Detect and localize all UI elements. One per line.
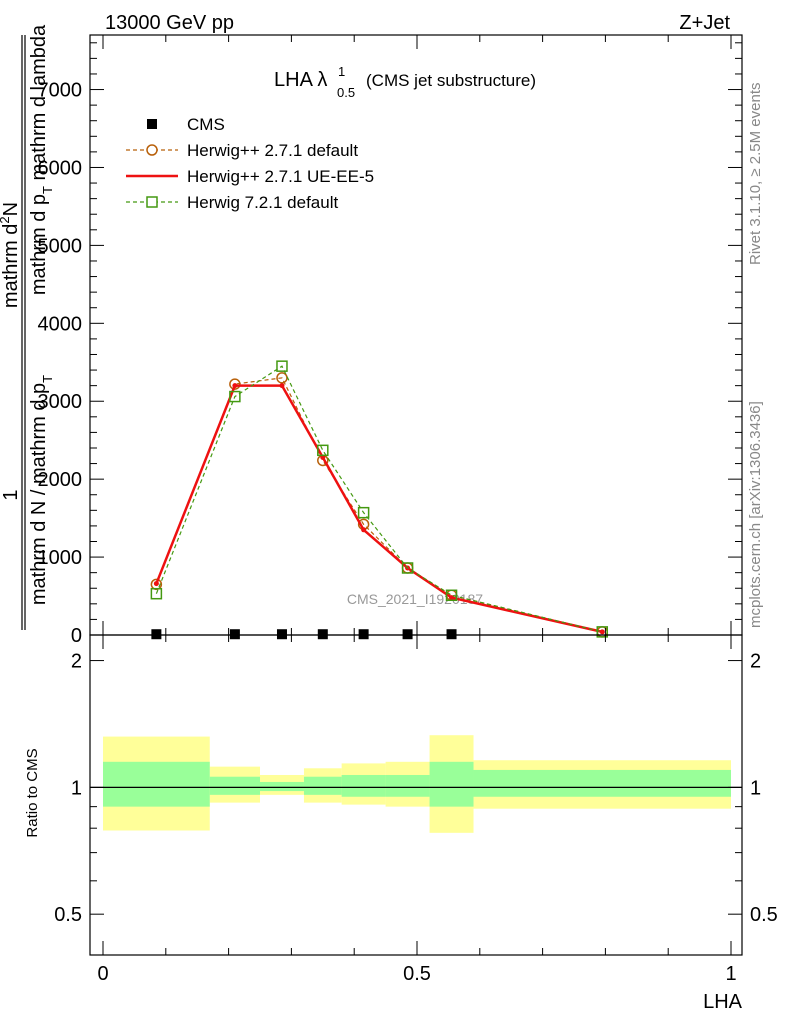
x-axis-label: LHA — [703, 991, 743, 1013]
x-tick-label: 0 — [97, 963, 108, 985]
ratio-y-axis-label: Ratio to CMS — [24, 748, 41, 837]
ylabel-numerator-one: 1 — [0, 489, 22, 500]
data-point — [229, 390, 241, 403]
data-point — [276, 629, 287, 640]
data-point — [232, 383, 238, 389]
ratio-inner-band — [341, 774, 386, 797]
data-point — [229, 629, 240, 640]
series-line — [155, 384, 603, 634]
data-point — [320, 454, 326, 460]
legend-label: Herwig 7.2.1 default — [187, 193, 338, 212]
data-point — [401, 562, 414, 574]
ratio-y-tick-label-right: 0.5 — [750, 904, 778, 926]
legend-label: Herwig++ 2.7.1 UE-EE-5 — [187, 167, 374, 186]
data-point — [357, 506, 370, 519]
x-tick-label: 0.5 — [403, 963, 431, 985]
y-tick-label: 5000 — [38, 235, 83, 257]
mcplots-side-label: mcplots.cern.ch [arXiv:1306.3436] — [747, 401, 764, 628]
title-main: LHA λ — [274, 69, 327, 91]
data-point — [402, 629, 413, 640]
ratio-frame — [89, 634, 743, 956]
data-point — [317, 444, 329, 457]
y-tick-label: 0 — [71, 625, 82, 647]
y-tick-label: 6000 — [38, 157, 83, 179]
y-tick-label: 4000 — [38, 313, 83, 335]
ratio-inner-band — [473, 769, 731, 797]
series-cms — [151, 629, 457, 640]
legend-marker — [147, 119, 157, 129]
ratio-y-tick-label-right: 1 — [750, 777, 761, 799]
ratio-inner-band — [103, 761, 210, 807]
title-suffix: (CMS jet substructure) — [366, 71, 536, 90]
data-point — [276, 372, 288, 384]
data-point — [445, 589, 458, 602]
data-point — [317, 629, 328, 640]
ylabel-d2n: mathrm d2N — [0, 202, 22, 308]
legend-entry: Herwig++ 2.7.1 UE-EE-5 — [126, 167, 374, 186]
legend-marker — [146, 196, 158, 208]
legend-label: CMS — [187, 115, 225, 134]
x-tick-label: 1 — [725, 963, 736, 985]
legend-label: Herwig++ 2.7.1 default — [187, 141, 358, 160]
header-right-label: Z+Jet — [679, 12, 730, 34]
data-point — [276, 360, 288, 372]
data-point — [449, 595, 455, 601]
ylabel-dn-dpt: mathrm d N / mathrm d pT — [28, 375, 55, 605]
ratio-y-tick-label: 1 — [71, 777, 82, 799]
title-superscript: 1 — [338, 64, 345, 79]
data-point — [596, 626, 609, 638]
ratio-y-tick-label: 2 — [71, 651, 82, 673]
ratio-inner-band — [209, 776, 260, 795]
data-point — [446, 629, 457, 640]
header-left-label: 13000 GeV pp — [105, 12, 234, 34]
ratio-y-tick-label-right: 2 — [750, 651, 761, 673]
ratio-bands — [103, 735, 731, 833]
ratio-y-tick-label: 0.5 — [54, 904, 82, 926]
data-point — [599, 629, 605, 635]
series-line — [155, 365, 603, 633]
plot-title: LHA λ 1 0.5 (CMS jet substructure) — [274, 64, 536, 100]
title-subscript: 0.5 — [337, 85, 355, 100]
ratio-inner-band — [260, 781, 304, 792]
legend-entry: Herwig++ 2.7.1 default — [126, 141, 358, 160]
legend-entry: CMS — [147, 115, 225, 134]
series-layer — [150, 360, 609, 640]
ratio-inner-band — [429, 761, 474, 807]
y-tick-label: 2000 — [38, 469, 83, 491]
data-point — [153, 581, 159, 587]
main-y-axis-label: 1 mathrm d2N mathrm d pT mathrm d lambda… — [0, 24, 55, 630]
y-tick-label: 7000 — [38, 80, 83, 102]
ratio-inner-band — [303, 776, 342, 795]
axes-layer: 0 1000 2000 3000 4000 5000 6000 7000 0 0.5 1 0.5 0.5… — [38, 34, 778, 985]
data-point — [151, 629, 162, 640]
y-tick-label: 3000 — [38, 391, 83, 413]
data-point — [279, 383, 285, 389]
legend-entry: Herwig 7.2.1 default — [126, 193, 338, 212]
data-point — [150, 587, 163, 600]
legend-marker — [146, 144, 158, 156]
rivet-side-label: Rivet 3.1.10, ≥ 2.5M events — [747, 83, 764, 266]
series-herwig-7-2-1-default — [150, 360, 609, 638]
legend: CMS Herwig++ 2.7.1 default Herwig++ 2.7.1 … — [126, 115, 374, 212]
data-point — [229, 378, 241, 390]
ylabel-pt-lambda: mathrm d pT mathrm d lambda — [28, 24, 55, 295]
ratio-inner-band — [385, 774, 430, 797]
y-tick-label: 1000 — [38, 547, 83, 569]
data-point — [358, 629, 369, 640]
data-point — [361, 527, 367, 533]
